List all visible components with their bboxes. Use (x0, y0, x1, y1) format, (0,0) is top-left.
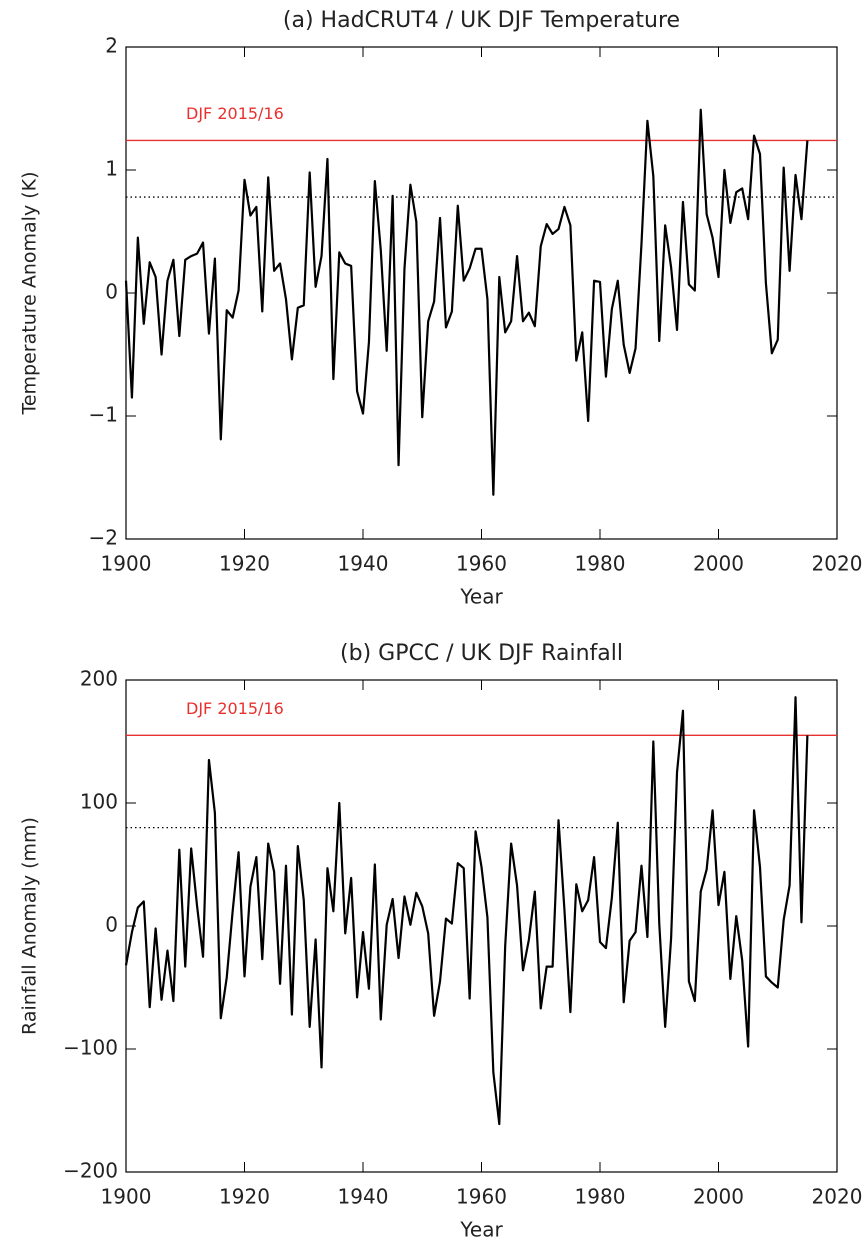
x-tick-label: 1940 (338, 1185, 389, 1209)
y-tick-label: −1 (89, 403, 118, 427)
data-line (124, 696, 809, 1126)
x-axis-label: Year (459, 1218, 503, 1240)
y-tick-label: 0 (105, 280, 118, 304)
x-tick-label: 1980 (575, 552, 626, 576)
x-tick-label: 2000 (693, 1185, 744, 1209)
data-line (124, 108, 809, 496)
y-axis-label: Temperature Anomaly (K) (19, 171, 41, 415)
reference-label: DJF 2015/16 (186, 104, 284, 123)
y-tick-label: 100 (80, 790, 118, 814)
y-tick-label: 1 (105, 157, 118, 181)
plot-frame (125, 679, 838, 1173)
reference-label: DJF 2015/16 (186, 699, 284, 718)
y-tick-label: 0 (105, 913, 118, 937)
x-tick-label: 1940 (338, 552, 389, 576)
x-tick-label: 1960 (456, 552, 507, 576)
y-axis-label: Rainfall Anomaly (mm) (19, 817, 41, 1035)
x-tick-label: 2000 (693, 552, 744, 576)
x-tick-label: 1920 (219, 1185, 270, 1209)
y-tick-label: −100 (63, 1036, 118, 1060)
y-tick-label: −200 (63, 1159, 118, 1183)
x-tick-label: 2020 (812, 1185, 863, 1209)
y-tick-label: 200 (80, 667, 118, 691)
x-tick-label: 1960 (456, 1185, 507, 1209)
chart-title: (b) GPCC / UK DJF Rainfall (340, 641, 623, 666)
x-tick-label: 2020 (812, 552, 863, 576)
x-tick-label: 1900 (101, 552, 152, 576)
y-tick-label: −2 (89, 526, 118, 550)
y-tick-label: 2 (105, 34, 118, 58)
x-tick-label: 1980 (575, 1185, 626, 1209)
chart-title: (a) HadCRUT4 / UK DJF Temperature (283, 8, 680, 33)
x-tick-label: 1900 (101, 1185, 152, 1209)
x-axis-label: Year (459, 585, 503, 609)
x-tick-label: 1920 (219, 552, 270, 576)
